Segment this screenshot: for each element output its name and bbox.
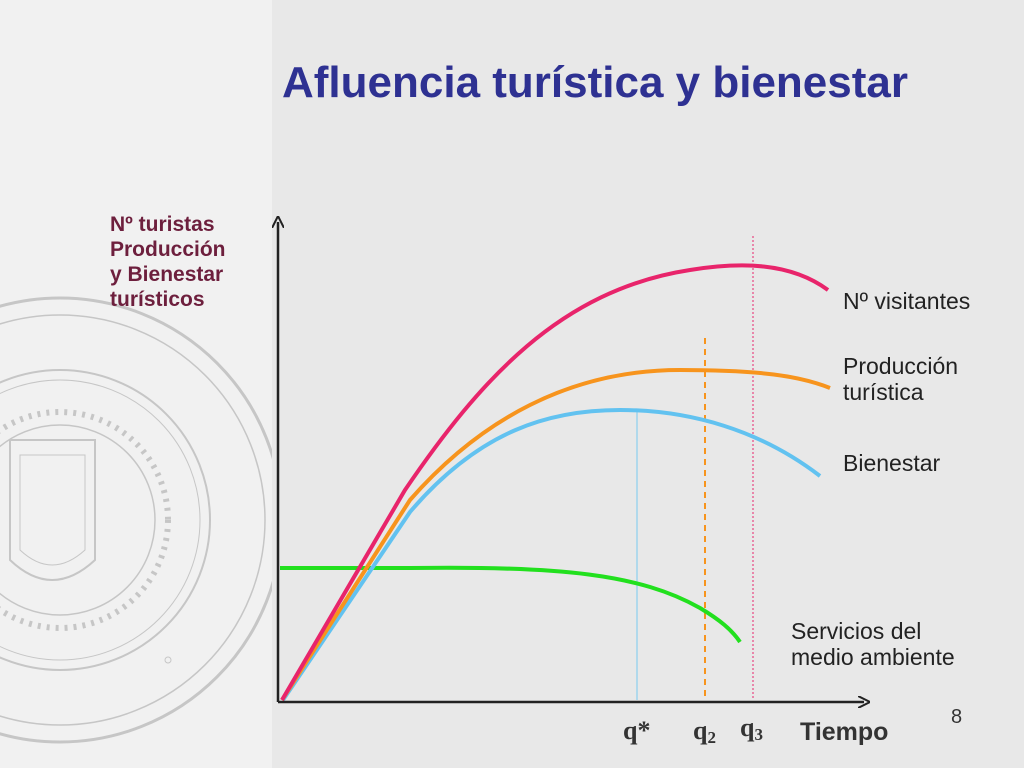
x-tick-suffix: * bbox=[637, 716, 651, 745]
x-tick-subscript: 3 bbox=[754, 725, 763, 744]
x-axis-label: Tiempo bbox=[800, 718, 889, 746]
x-tick-q3: q3 bbox=[740, 713, 763, 745]
x-tick-subscript: 2 bbox=[707, 728, 716, 747]
series-label-line: medio ambiente bbox=[791, 644, 955, 670]
y-axis-label-line: turísticos bbox=[110, 288, 205, 311]
series-line-bienestar bbox=[281, 407, 822, 702]
x-tick-letter: q bbox=[693, 716, 708, 745]
series-label-line: Nº visitantes bbox=[843, 288, 971, 314]
x-tick-q-star: q* bbox=[623, 716, 650, 746]
y-axis-label-line: y Bienestar bbox=[110, 263, 224, 286]
series-label-bienestar: Bienestar bbox=[843, 450, 940, 476]
series-label-visitantes: Nº visitantes bbox=[843, 288, 970, 314]
x-tick-letter: q bbox=[623, 716, 638, 745]
series-line-produccion bbox=[280, 367, 831, 702]
x-tick-q2: q2 bbox=[693, 716, 716, 748]
slide-title: Afluencia turística y bienestar bbox=[282, 58, 908, 107]
series-label-line: Producción bbox=[843, 353, 959, 379]
series-label-line: Servicios del bbox=[791, 618, 922, 644]
y-axis-label-line: Nº turistas bbox=[110, 213, 215, 236]
x-tick-letter: q bbox=[740, 713, 755, 742]
y-axis-label: Nº turistas Producción y Bienestar turís… bbox=[110, 212, 226, 312]
page-number: 8 bbox=[951, 706, 963, 728]
university-seal-watermark bbox=[0, 296, 272, 744]
series-label-produccion: Producción turística bbox=[843, 353, 958, 405]
y-axis-label-line: Producción bbox=[110, 238, 226, 261]
series-line-environment-services bbox=[280, 565, 742, 644]
series-label-line: Bienestar bbox=[843, 450, 941, 476]
series-label-environment-services: Servicios del medio ambiente bbox=[791, 618, 955, 670]
series-label-line: turística bbox=[843, 379, 924, 405]
series-line-visitantes bbox=[280, 263, 830, 702]
